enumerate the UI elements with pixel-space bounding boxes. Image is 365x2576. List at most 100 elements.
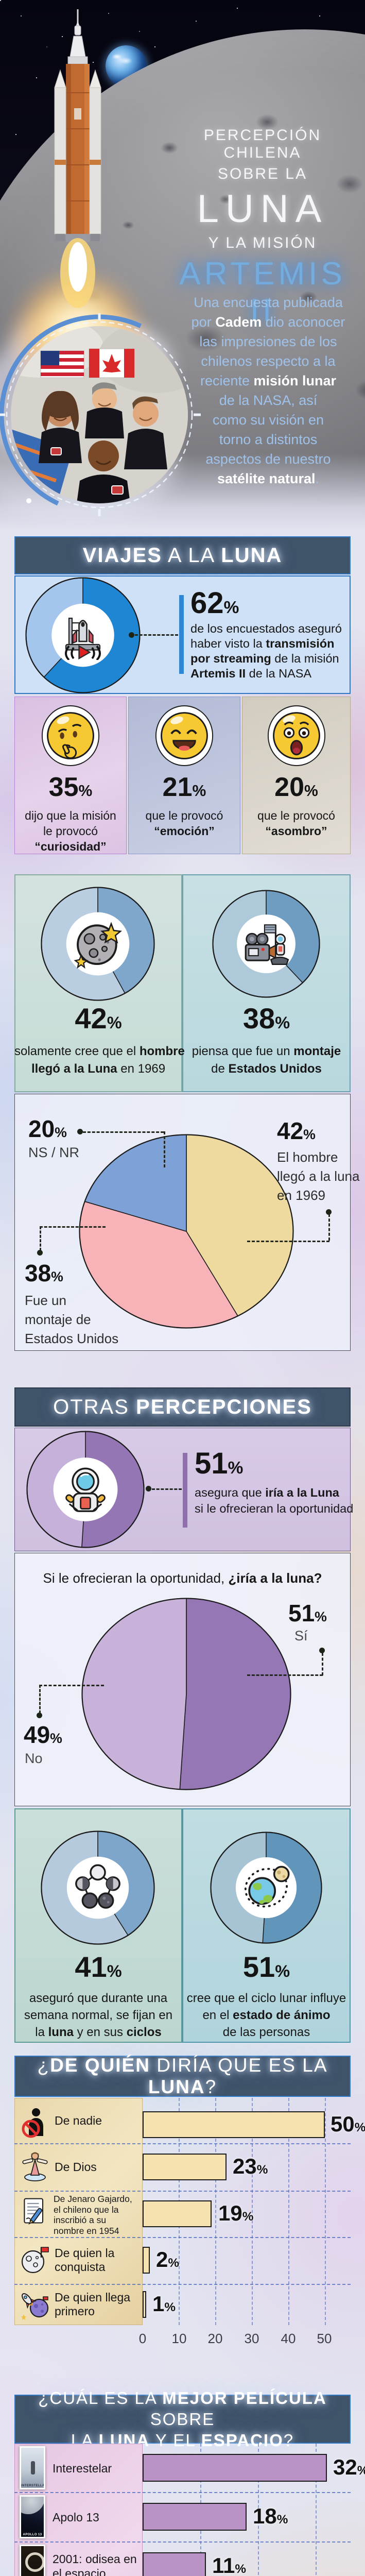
stat-51-mood: 51% [242,1951,290,1983]
section-header-ownership: ¿DE QUIÉN DIRÍA QUE ES LA LUNA? [14,2055,351,2097]
stat-21: 21% [162,772,206,802]
ownership-row-label: De nadie [55,2114,102,2127]
pie-label-42: 42% [277,1117,316,1144]
bar-value: 32% [333,2455,365,2479]
hero-section: PERCEPCIÓN CHILENA SOBRE LA LUNA Y LA MI… [0,0,365,532]
stat-35-text: dijo que la misión le provocó “curiosida… [25,809,116,853]
gridline [14,2284,351,2285]
pie-label-si: 51% [288,1600,327,1626]
gridline [14,2237,351,2238]
intro-line: como su visión en [212,412,324,428]
hero-title: PERCEPCIÓN CHILENA SOBRE LA LUNA Y LA MI… [162,127,363,329]
connector-dash [39,1685,41,1714]
intro-line: satélite natural. [217,471,320,486]
rocket-streaming-icon [51,603,115,667]
would-go-question: Si le ofrecieran la oportunidad, ¿iría a… [43,1570,322,1586]
axis-tick: 0 [138,2331,147,2346]
intro-line: chilenos respecto a la [201,353,336,369]
connector-dash [322,1653,323,1675]
stars-decoration [0,0,1,1]
connector-dash [247,1241,329,1242]
axis-tick: 50 [317,2331,332,2346]
film-set-icon [236,914,296,974]
connector-dash [135,634,178,636]
title-line-4: Y LA MISIÓN [208,234,317,251]
gridline [316,2444,317,2576]
accent-bar [183,1453,187,1528]
connector-dash [247,1674,323,1676]
connector-dash [39,1685,104,1686]
section-header-viajes-text: VIAJES A LA LUNA [82,544,283,567]
moon-flag-icon [19,2242,51,2278]
connector-dot [146,1486,151,1492]
title-line-2: SOBRE LA [217,165,308,182]
connector-dash [164,1131,165,1167]
bar-value: 18% [253,2504,288,2528]
gridline [215,2098,216,2325]
connector-dash [40,1226,106,1228]
gridline [14,2492,351,2493]
bar-value: 11% [212,2553,247,2576]
laughing-emoji-icon [154,704,214,768]
bar-interestelar [143,2454,327,2482]
pie-label-no: 49% [24,1721,62,1748]
connector-dot [129,632,134,638]
bar-2001 [143,2552,206,2576]
axis-tick: 30 [244,2331,259,2346]
crew-photo-medallion [0,309,210,526]
moon-belief-pie-chart [78,1133,294,1329]
intro-paragraph: Una encuesta publicada por Cadem dio aco… [175,293,361,488]
intro-line: Una encuesta publicada [194,295,343,310]
person-prohibited-icon [19,2106,51,2142]
astronaut-icon [54,1458,117,1521]
rocket-planet-icon [19,2287,51,2323]
gridline [14,2143,351,2144]
bar-value: 1% [152,2292,176,2316]
moon-stars-icon [66,912,130,976]
deed-pen-icon [20,2196,50,2229]
bar-value: 2% [156,2247,180,2272]
medallion-rings [0,313,201,516]
pie-label-42-text: El hombre llegó a la luna en 1969 [277,1149,360,1203]
thinking-emoji-icon [41,704,100,768]
bar-value: 23% [233,2154,268,2178]
section-header-viajes: VIAJES A LA LUNA [14,536,351,574]
section-header-movies-line1: ¿CUÁL ES LA MEJOR PELÍCULA SOBRE [38,2388,327,2429]
movie-row-label: Apolo 13 [53,2511,99,2524]
astonished-emoji-icon [267,704,326,768]
connector-dot [37,1250,43,1256]
bar-de-dios [143,2154,227,2180]
stat-51-text: asegura que iría a la Luna si le ofrecie… [195,1486,354,1515]
section-header-movies: ¿CUÁL ES LA MEJOR PELÍCULA SOBRE LA LUNA… [14,2388,351,2450]
ownership-row-label: De Dios [55,2160,97,2174]
stat-62-text: de los encuestados aseguró haber visto l… [190,622,342,680]
connector-dash [40,1226,41,1251]
stat-20: 20% [274,772,318,802]
movie-row-label: Interestelar [53,2462,112,2475]
bar-value: 50% [331,2112,365,2136]
bar-jenaro [143,2200,212,2227]
connector-dash [152,1488,182,1490]
axis-tick: 40 [281,2331,296,2346]
title-line-luna: LUNA [197,187,328,231]
stat-41: 41% [75,1951,122,1983]
section-header-otras: OTRAS PERCEPCIONES [14,1387,351,1427]
poster-apolo-13: APOLLO 13 [20,2495,45,2538]
section-header-otras-text: OTRAS PERCEPCIONES [53,1395,312,1418]
stat-38-text: piensa que fue un montaje de Estados Uni… [192,1044,341,1076]
stat-21-text: que le provocó “emoción” [145,809,223,838]
title-line-artemis: ARTEMIS II [179,256,346,328]
axis-tick: 10 [171,2331,187,2346]
lunar-cycle-icon [234,1856,298,1920]
stat-38: 38% [242,1002,290,1035]
pie-label-38-text: Fue un montaje de Estados Unidos [25,1293,119,1346]
ownership-row-label: De Jenaro Gajardo, el chileno que la ins… [54,2194,132,2236]
intro-line: torno a distintos [219,432,318,447]
gridline [325,2098,326,2325]
pie-label-38: 38% [25,1260,63,1286]
bar-apolo-13 [143,2503,247,2531]
stat-41-text: aseguró que durante una semana normal, s… [24,1991,173,2039]
bar-value: 19% [218,2201,254,2225]
bar-llega-primero [143,2291,147,2318]
bar-conquista [143,2247,150,2274]
